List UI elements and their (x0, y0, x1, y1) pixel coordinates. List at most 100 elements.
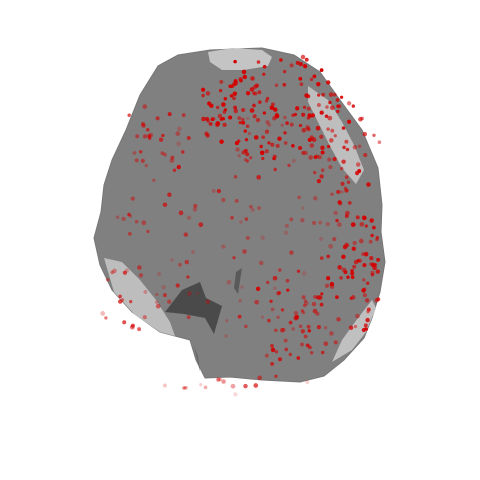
electrode-marker (269, 105, 275, 110)
electrode-marker (363, 152, 368, 158)
electrode-marker (352, 264, 357, 269)
electrode-marker (221, 379, 226, 384)
electrode-marker (326, 276, 331, 281)
electrode-marker (195, 291, 200, 296)
electrode-marker (148, 132, 154, 138)
electrode-marker (329, 281, 335, 287)
electrode-marker (285, 278, 290, 283)
electrode-marker (245, 116, 250, 121)
electrode-marker (127, 212, 131, 217)
electrode-marker (221, 244, 226, 249)
electrode-marker (316, 81, 321, 87)
electrode-marker (365, 317, 370, 323)
electrode-marker (252, 84, 258, 90)
electrode-marker (216, 377, 221, 382)
electrode-marker (118, 294, 122, 299)
electrode-marker (142, 104, 148, 109)
electrode-marker (261, 135, 266, 140)
electrode-marker (318, 236, 324, 241)
electrode-marker (162, 152, 167, 157)
electrode-marker (144, 163, 149, 168)
electrode-marker (280, 123, 284, 127)
electrode-marker (252, 114, 257, 119)
electrode-marker (341, 126, 346, 130)
electrode-marker (265, 120, 270, 125)
electrode-marker (339, 276, 343, 280)
electrode-marker (362, 278, 366, 282)
electrode-marker (182, 386, 186, 390)
electrode-marker (183, 232, 189, 237)
electrode-marker (368, 239, 373, 244)
electrode-marker (312, 74, 317, 79)
electrode-marker (219, 79, 224, 84)
surface-highlight-left (104, 258, 175, 336)
electrode-marker (218, 377, 223, 382)
electrode-marker (253, 383, 259, 388)
electrode-marker (345, 147, 350, 152)
electrode-marker (259, 144, 263, 149)
electrode-marker (245, 159, 249, 163)
electrode-marker (300, 309, 304, 313)
electrode-marker (288, 320, 293, 325)
electrode-marker (291, 144, 295, 148)
electrode-marker (319, 68, 324, 73)
electrode-marker (155, 303, 161, 309)
electrode-marker (193, 203, 198, 209)
electrode-marker (238, 298, 242, 303)
electrode-marker (325, 105, 329, 109)
electrode-marker (353, 259, 359, 265)
electrode-marker (187, 291, 192, 296)
electrode-marker (307, 137, 312, 142)
electrode-marker (301, 295, 306, 300)
electrode-marker (336, 104, 340, 108)
electrode-marker (336, 189, 341, 194)
electrode-marker (233, 79, 238, 84)
electrode-marker (122, 270, 127, 275)
electrode-marker (308, 155, 314, 160)
electrode-marker (130, 323, 135, 328)
electrode-marker (366, 310, 370, 314)
electrode-marker (362, 292, 368, 298)
electrode-marker (283, 230, 289, 236)
electrode-marker (259, 150, 265, 156)
electrode-marker (158, 137, 164, 142)
electrode-marker (316, 103, 321, 107)
electrode-marker (249, 108, 255, 113)
electrode-marker (232, 96, 236, 101)
electrode-marker (122, 320, 127, 325)
electrode-marker (210, 117, 215, 122)
electrode-marker (199, 383, 203, 387)
electrode-marker (361, 288, 366, 293)
electrode-marker (296, 269, 301, 273)
electrode-marker (333, 340, 338, 345)
electrode-marker (312, 170, 317, 175)
electrode-marker (352, 240, 357, 246)
electrode-marker (328, 92, 334, 97)
electrode-marker (306, 324, 311, 329)
electrode-marker (291, 327, 296, 331)
electrode-marker (129, 299, 133, 304)
electrode-marker (329, 138, 334, 143)
electrode-marker (298, 61, 304, 67)
electrode-marker (192, 207, 198, 212)
electrode-marker (363, 251, 369, 257)
electrode-marker (142, 315, 147, 320)
electrode-marker (104, 316, 108, 320)
electrode-marker (238, 76, 243, 82)
electrode-marker (284, 347, 289, 352)
electrode-marker (319, 110, 324, 115)
electrode-marker (342, 145, 346, 150)
electrode-marker (350, 268, 354, 273)
electrode-marker (228, 115, 233, 120)
electrode-marker (282, 69, 287, 74)
electrode-marker (162, 383, 167, 388)
electrode-marker (310, 143, 314, 148)
electrode-marker (346, 180, 351, 184)
electrode-marker (250, 76, 255, 81)
electrode-marker (230, 383, 236, 389)
electrode-marker (260, 235, 265, 240)
electrode-marker (211, 189, 216, 193)
electrode-marker (280, 308, 285, 312)
electrode-marker (134, 158, 139, 163)
electrode-marker (303, 299, 308, 303)
